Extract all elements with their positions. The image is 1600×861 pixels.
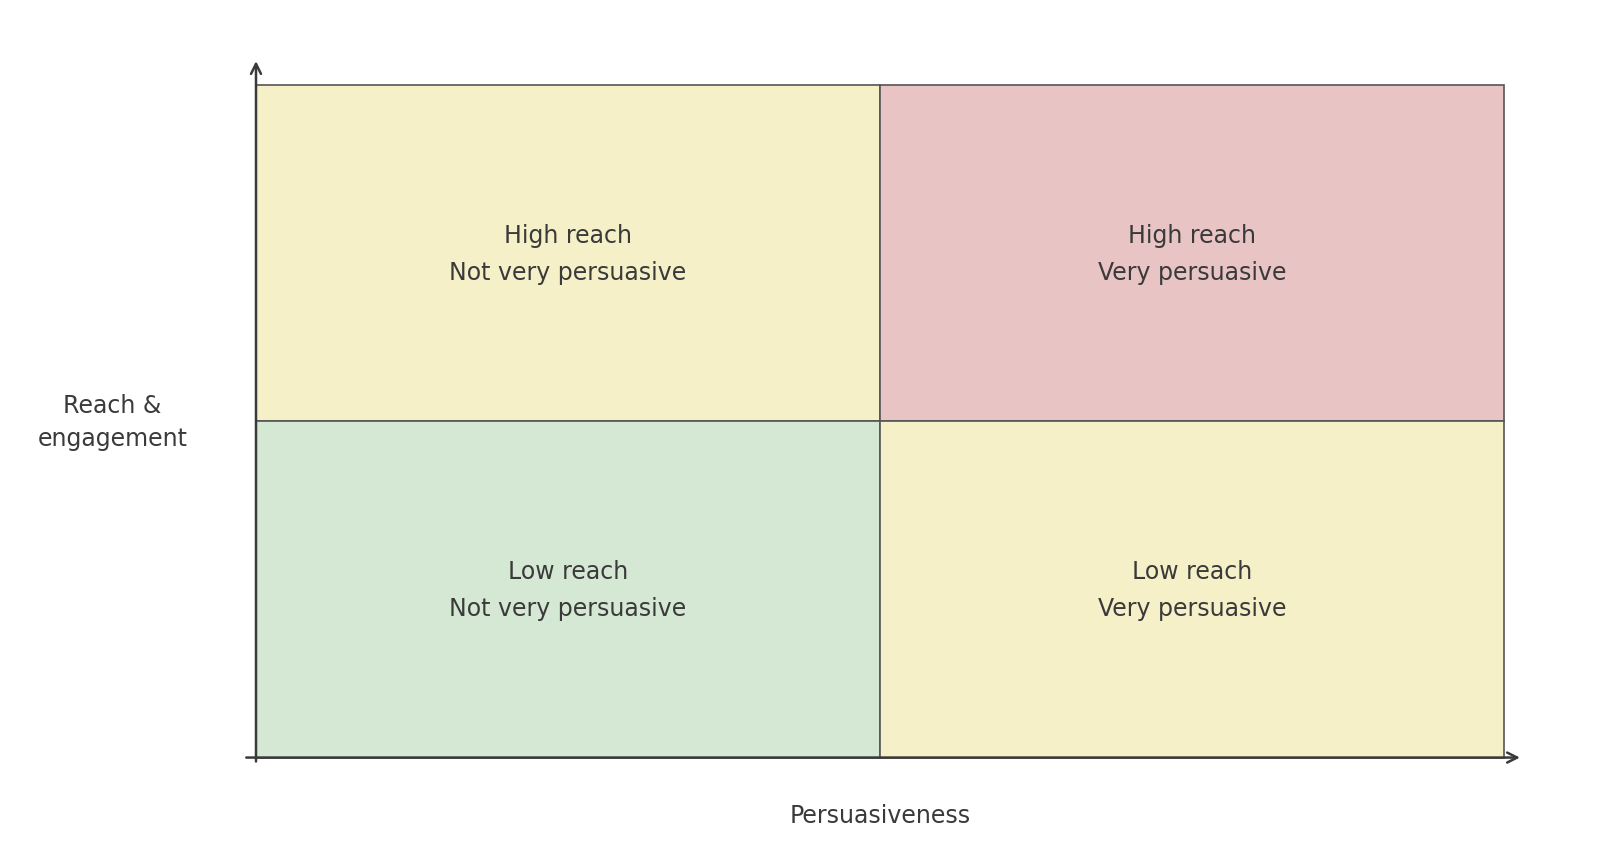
Text: High reach
Very persuasive: High reach Very persuasive	[1098, 223, 1286, 285]
Text: Low reach
Very persuasive: Low reach Very persuasive	[1098, 559, 1286, 621]
Text: Reach &
engagement: Reach & engagement	[37, 393, 187, 450]
Text: Persuasiveness: Persuasiveness	[789, 802, 971, 827]
Bar	[256, 422, 880, 758]
Bar	[880, 422, 1504, 758]
Text: Low reach
Not very persuasive: Low reach Not very persuasive	[450, 559, 686, 621]
Bar	[880, 86, 1504, 422]
Bar	[256, 86, 880, 422]
Text: High reach
Not very persuasive: High reach Not very persuasive	[450, 223, 686, 285]
